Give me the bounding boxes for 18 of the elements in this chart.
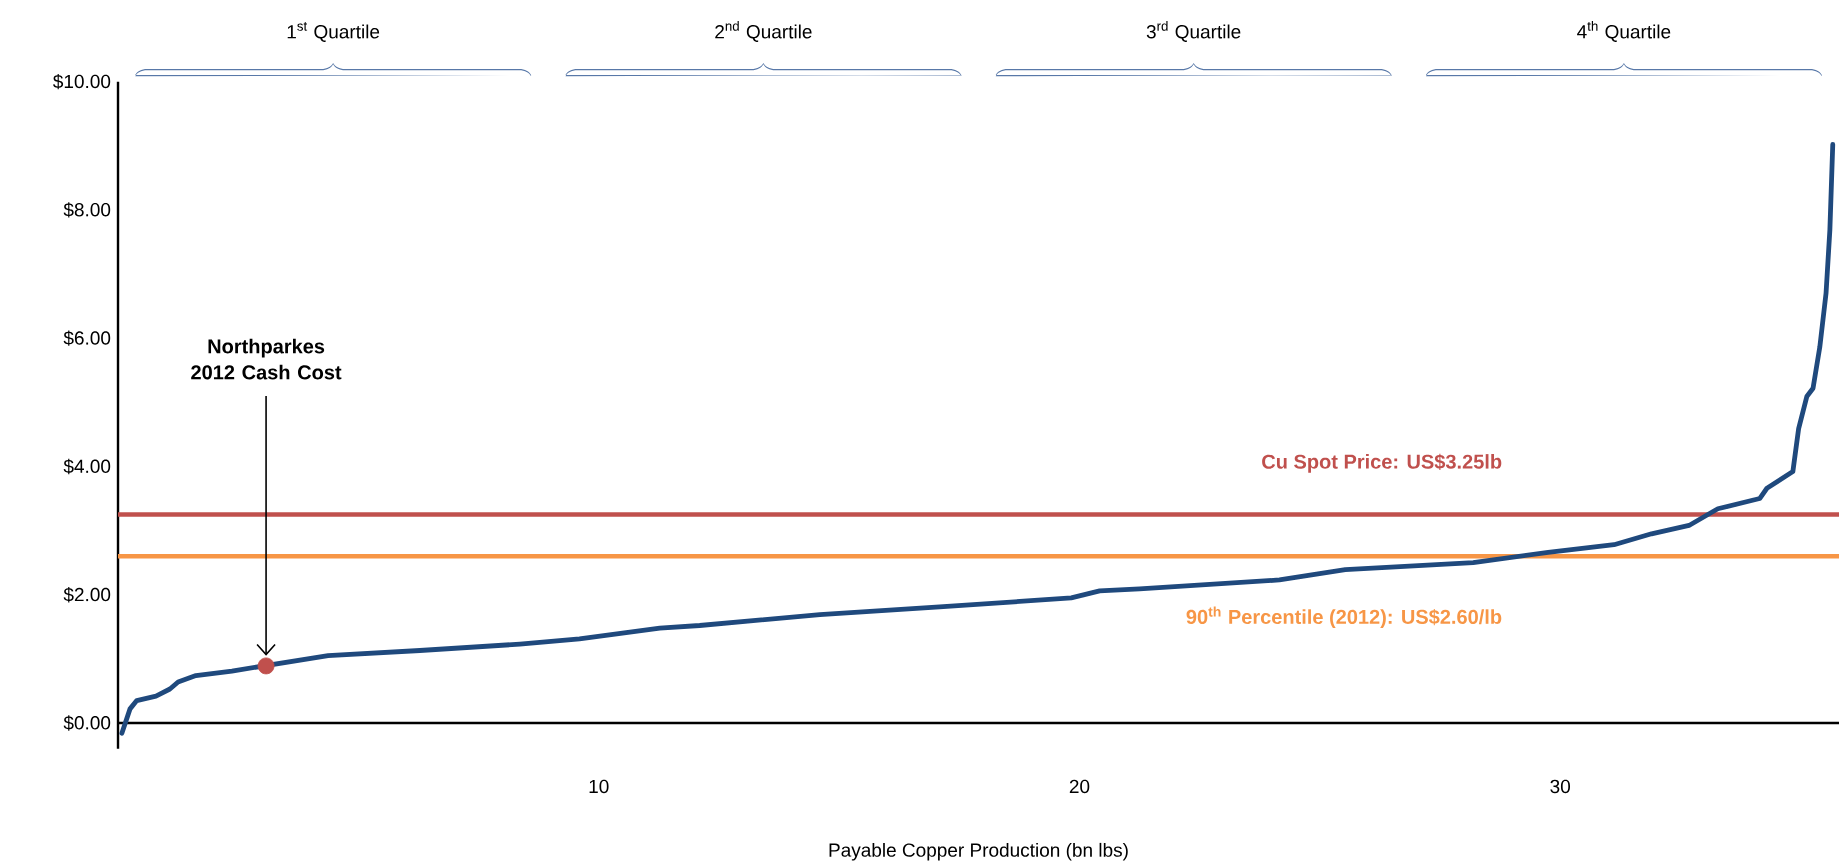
ref-line-label: Cu Spot Price: US$3.25lb [1262, 453, 1502, 473]
y-tick-label: $4.00 [63, 458, 111, 475]
x-tick-label: 20 [1069, 779, 1090, 794]
line-series [119, 141, 1836, 736]
text: 2$^{nd}$ Quartile [715, 20, 812, 42]
ref-line-label: 90$^{th}$ Percentile (2012): US$2.60/lb [1186, 606, 1502, 628]
text: 4$^{th}$ Quartile [1577, 20, 1671, 42]
text: 3$^{rd}$ Quartile [1146, 20, 1241, 42]
y-tick-label: $0.00 [63, 715, 111, 731]
x-axis-title: Payable Copper Production (bn lbs) [829, 842, 1128, 861]
x-tick-label: 30 [1550, 779, 1571, 794]
text: 1$^{st}$ Quartile [287, 21, 380, 42]
y-tick-label: $8.00 [63, 202, 111, 218]
y-tick-label: $2.00 [63, 586, 111, 603]
annotation: Northparkes 2012 Cash Cost [191, 338, 342, 380]
y-tick-label: $10.00 [53, 73, 111, 90]
x-tick-label: 10 [589, 779, 609, 794]
y-tick-label: $6.00 [63, 330, 111, 346]
